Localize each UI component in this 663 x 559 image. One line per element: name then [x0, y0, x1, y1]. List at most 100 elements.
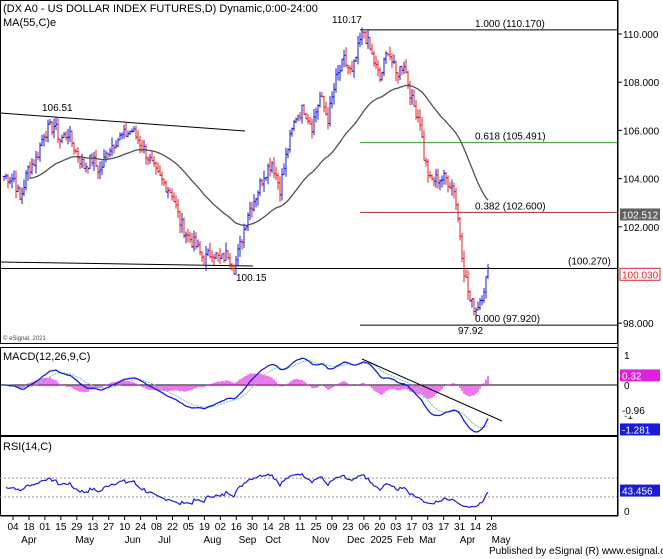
rsi-y-tick-label: 0 [624, 507, 630, 518]
price-bar [394, 60, 398, 82]
x-tick-label: 23 [342, 522, 354, 533]
y-tick-label: 110.000 [623, 30, 659, 41]
price-bar [436, 168, 440, 189]
price-bar [108, 147, 112, 158]
macd-value-tag [620, 369, 660, 382]
x-tick-label: 16 [231, 522, 243, 533]
rsi-panel [0, 436, 618, 516]
x-month-label: Oct [265, 535, 281, 546]
x-tick-label: 14 [470, 522, 482, 533]
price-bar [212, 253, 216, 265]
price-bar [172, 192, 176, 203]
price-bar [188, 231, 192, 243]
x-tick-label: 10 [119, 522, 131, 533]
price-bar [414, 99, 418, 120]
price-bar [234, 255, 238, 275]
rsi-label: RSI(14,C) [3, 441, 52, 453]
price-bar [268, 157, 272, 177]
price-bar [202, 255, 206, 267]
price-bar [454, 187, 458, 211]
x-tick-label: 06 [358, 522, 370, 533]
price-bar [198, 240, 202, 256]
x-tick-label: 11 [295, 522, 306, 533]
price-bar [434, 168, 438, 188]
x-tick-label: 02 [215, 522, 227, 533]
price-bar [206, 248, 210, 257]
price-bar [374, 55, 378, 70]
price-bar [46, 119, 50, 143]
price-bar [350, 60, 354, 72]
x-tick-label: 04 [7, 522, 19, 533]
price-bar [332, 83, 336, 105]
price-bar [184, 231, 188, 244]
price-bar [130, 128, 134, 133]
price-bar [174, 195, 178, 209]
price-bar [286, 148, 290, 159]
price-bar [78, 156, 82, 169]
x-tick-label: 03 [390, 522, 402, 533]
macd-value-text: -0.96 [622, 406, 645, 417]
price-bar [372, 51, 376, 67]
price-bar [476, 301, 480, 311]
price-bar [148, 153, 152, 164]
price-bar [66, 128, 70, 145]
macd-value-tag [620, 403, 660, 416]
price-bar [462, 250, 466, 283]
price-bar [344, 47, 348, 68]
price-bar [114, 140, 118, 149]
price-bar [382, 57, 386, 77]
price-bar [52, 118, 56, 139]
macd-y-tick-label: 1 [624, 351, 630, 362]
price-bar [72, 141, 76, 155]
price-bar [138, 135, 142, 154]
price-bar [472, 298, 476, 316]
price-bar [442, 169, 446, 185]
price-bar [226, 250, 230, 260]
swing-point-label: 110.17 [332, 15, 362, 26]
price-bar [342, 50, 346, 68]
price-bar [4, 173, 8, 180]
price-bar [278, 176, 282, 202]
x-tick-label: 25 [310, 522, 322, 533]
x-month-label: Sep [239, 535, 257, 546]
price-bar [314, 107, 318, 123]
x-tick-label: 29 [71, 522, 83, 533]
price-bar [14, 170, 18, 199]
last-value-text: 100.030 [622, 270, 659, 281]
price-bar [182, 217, 186, 239]
price-bar [180, 212, 184, 233]
price-bar [160, 171, 164, 186]
y-tick-label: 102.000 [623, 223, 660, 234]
price-bar [264, 176, 268, 181]
price-bar [392, 54, 396, 64]
price-bar [12, 170, 16, 183]
macd-value-tag [620, 423, 660, 436]
price-bar [218, 248, 222, 264]
lower-trendline [0, 261, 254, 267]
price-bar [224, 242, 228, 262]
fib-level-label: 0.000 (97.920) [475, 314, 540, 325]
price-bar [272, 157, 276, 179]
last-value-tag [620, 208, 660, 221]
price-bar [6, 173, 10, 189]
price-bar [274, 166, 278, 181]
price-bar [26, 165, 30, 181]
price-bar [150, 150, 154, 162]
price-bar [120, 132, 124, 140]
price-bar [390, 53, 394, 68]
chart-title: (DX A0 - US DOLLAR INDEX FUTURES,D) Dyna… [3, 3, 318, 15]
price-bar [140, 139, 144, 153]
moving-average-line [29, 84, 489, 227]
rsi-value-text: 43.456 [622, 487, 653, 498]
macd-value-text: -1.281 [622, 425, 651, 436]
price-bar [84, 162, 88, 173]
x-tick-label: 20 [374, 522, 386, 533]
price-bar [262, 170, 266, 193]
price-bar [404, 59, 408, 74]
macd-label: MACD(12,26,9,C) [3, 351, 90, 363]
x-tick-label: 13 [87, 522, 99, 533]
price-bar [464, 268, 468, 278]
price-bar [92, 151, 96, 171]
x-month-label: Apr [460, 535, 476, 546]
price-bar [10, 173, 14, 189]
